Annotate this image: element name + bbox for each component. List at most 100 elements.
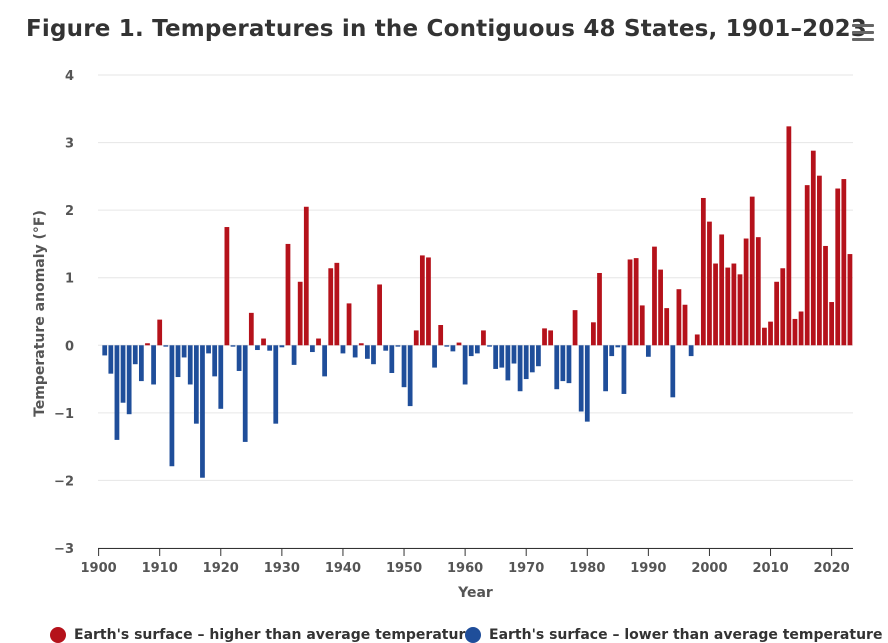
bar-1957[interactable] — [444, 345, 450, 347]
bar-1970[interactable] — [523, 345, 529, 380]
bar-1975[interactable] — [554, 345, 560, 390]
bar-1967[interactable] — [505, 345, 511, 381]
bar-1992[interactable] — [658, 269, 663, 346]
bar-1940[interactable] — [340, 345, 346, 354]
bar-1998[interactable] — [694, 334, 700, 346]
bar-1937[interactable] — [322, 345, 328, 377]
bar-1929[interactable] — [273, 345, 279, 424]
bar-1928[interactable] — [267, 345, 273, 351]
bar-1988[interactable] — [633, 258, 639, 346]
bar-1936[interactable] — [316, 338, 321, 346]
bar-2012[interactable] — [780, 268, 786, 346]
bar-1982[interactable] — [597, 272, 602, 346]
bar-1904[interactable] — [120, 345, 126, 403]
bar-1950[interactable] — [401, 345, 407, 388]
bar-1921[interactable] — [224, 227, 230, 346]
bar-1923[interactable] — [236, 345, 242, 371]
bar-2011[interactable] — [774, 281, 780, 346]
bar-1909[interactable] — [151, 345, 156, 385]
bar-1908[interactable] — [145, 343, 150, 346]
bar-1902[interactable] — [108, 345, 114, 374]
bar-1916[interactable] — [193, 345, 199, 424]
bar-1933[interactable] — [297, 281, 303, 346]
bar-1903[interactable] — [114, 345, 120, 440]
legend-item-higher[interactable]: Earth's surface – higher than average te… — [50, 627, 475, 643]
bar-1945[interactable] — [371, 345, 376, 365]
bar-1938[interactable] — [328, 268, 334, 346]
bar-1918[interactable] — [206, 345, 211, 354]
bar-1907[interactable] — [138, 345, 144, 382]
bar-2022[interactable] — [841, 179, 847, 346]
bar-1989[interactable] — [639, 305, 645, 346]
bar-2013[interactable] — [786, 126, 792, 346]
bar-1995[interactable] — [676, 289, 682, 346]
bar-1914[interactable] — [181, 345, 187, 358]
bar-2000[interactable] — [707, 221, 712, 346]
chart-menu-button[interactable] — [852, 24, 874, 46]
bar-2003[interactable] — [725, 267, 731, 346]
bar-1965[interactable] — [493, 345, 499, 369]
bar-1939[interactable] — [334, 262, 340, 346]
bar-1978[interactable] — [572, 310, 578, 346]
bar-1990[interactable] — [645, 345, 651, 357]
bar-1985[interactable] — [615, 345, 621, 348]
bar-1942[interactable] — [352, 345, 358, 358]
bar-1947[interactable] — [383, 345, 389, 351]
bar-1934[interactable] — [303, 206, 309, 346]
bar-1927[interactable] — [261, 338, 266, 346]
bar-2005[interactable] — [737, 274, 743, 346]
bar-1920[interactable] — [218, 345, 224, 409]
bar-1959[interactable] — [456, 342, 462, 346]
bar-1926[interactable] — [255, 345, 260, 351]
bar-1976[interactable] — [560, 345, 566, 382]
bar-1958[interactable] — [450, 345, 456, 352]
bar-1932[interactable] — [291, 345, 297, 365]
bar-1991[interactable] — [652, 246, 657, 346]
bar-2015[interactable] — [798, 311, 804, 346]
bar-1952[interactable] — [413, 330, 419, 346]
bar-1931[interactable] — [285, 243, 291, 346]
bar-2021[interactable] — [835, 188, 841, 346]
bar-1949[interactable] — [395, 345, 401, 347]
bar-2004[interactable] — [731, 263, 737, 346]
bar-2018[interactable] — [817, 175, 822, 346]
bar-1964[interactable] — [487, 345, 492, 347]
bar-2014[interactable] — [792, 318, 798, 346]
bar-1993[interactable] — [664, 308, 670, 346]
bar-1961[interactable] — [468, 345, 474, 357]
bar-1999[interactable] — [700, 197, 706, 346]
bar-1905[interactable] — [126, 345, 132, 415]
bar-1983[interactable] — [603, 345, 608, 392]
bar-1912[interactable] — [169, 345, 175, 467]
bar-1972[interactable] — [536, 345, 541, 367]
bar-2017[interactable] — [810, 150, 816, 346]
bar-1962[interactable] — [474, 345, 480, 354]
bar-1917[interactable] — [200, 345, 205, 478]
bar-1971[interactable] — [529, 345, 535, 373]
bar-2001[interactable] — [713, 263, 718, 346]
bar-1930[interactable] — [279, 345, 285, 348]
bar-1977[interactable] — [566, 345, 572, 384]
bar-1943[interactable] — [358, 343, 364, 346]
bar-1946[interactable] — [377, 284, 382, 346]
bar-2007[interactable] — [749, 196, 755, 346]
bar-1911[interactable] — [163, 345, 169, 347]
bar-1994[interactable] — [670, 345, 676, 398]
bar-1986[interactable] — [621, 345, 627, 394]
bar-1910[interactable] — [157, 319, 163, 346]
bar-1925[interactable] — [248, 312, 254, 346]
bar-1969[interactable] — [517, 345, 523, 392]
bar-1924[interactable] — [242, 345, 248, 442]
bar-1980[interactable] — [584, 345, 590, 422]
bar-1984[interactable] — [609, 345, 615, 357]
bar-1948[interactable] — [389, 345, 395, 373]
bar-1913[interactable] — [175, 345, 181, 378]
bar-1919[interactable] — [212, 345, 218, 377]
bar-1960[interactable] — [462, 345, 468, 385]
bar-2016[interactable] — [804, 185, 810, 346]
bar-2010[interactable] — [768, 321, 773, 346]
bar-1955[interactable] — [432, 345, 437, 368]
bar-1953[interactable] — [419, 255, 425, 346]
bar-1981[interactable] — [591, 322, 596, 346]
bar-1944[interactable] — [364, 345, 370, 359]
